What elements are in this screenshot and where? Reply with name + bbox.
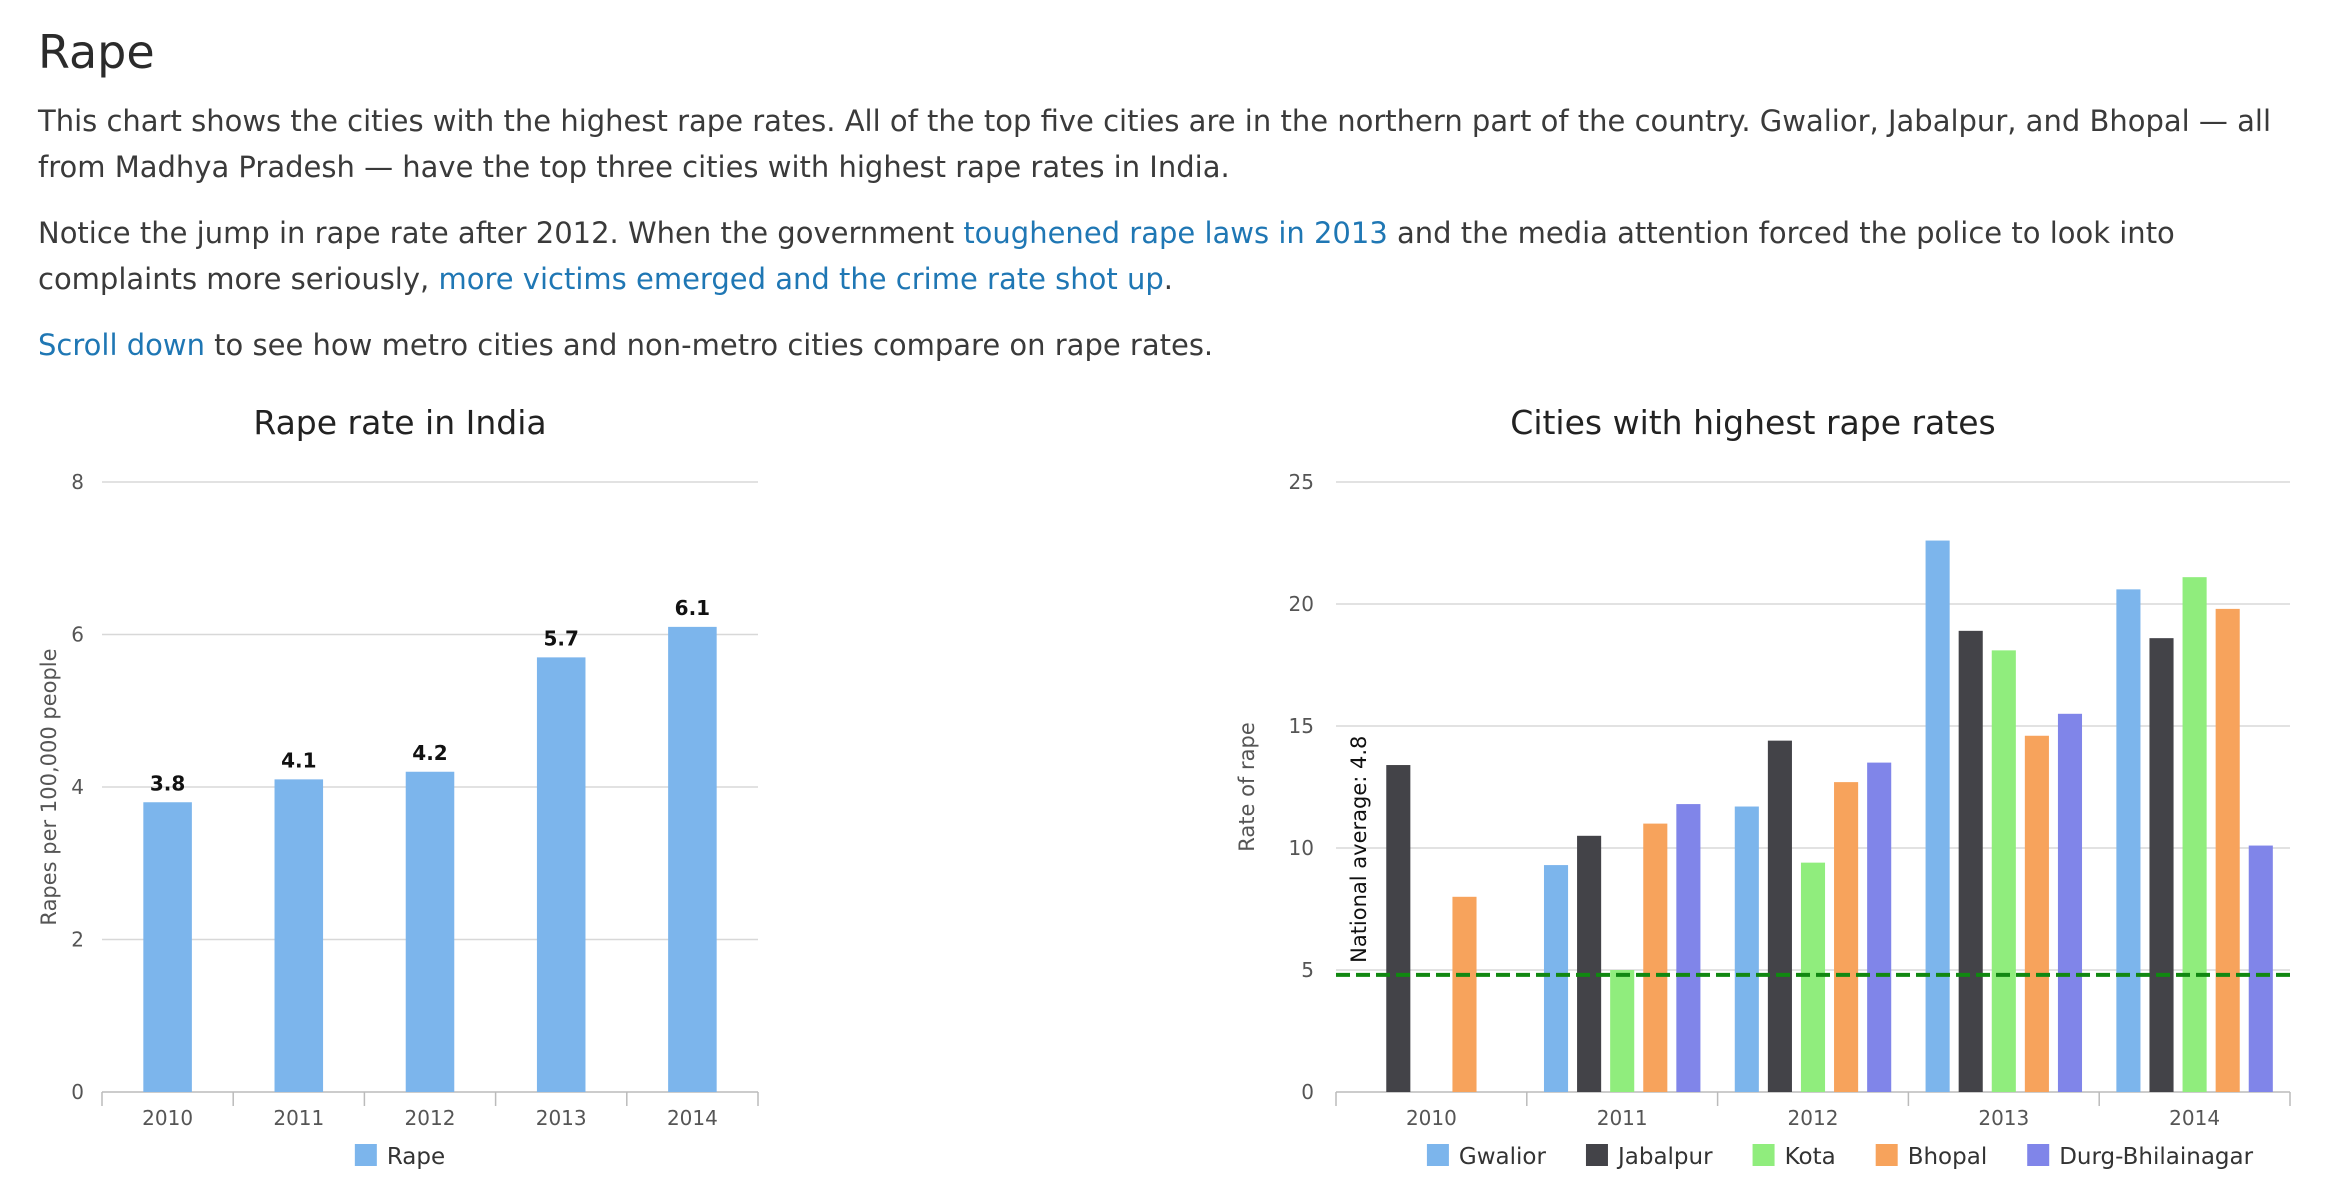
bar-durg-bhilainagar-2011 <box>1676 804 1701 1092</box>
bar-kota-2011 <box>1610 970 1635 1092</box>
bar-jabalpur-2014 <box>2149 638 2174 1092</box>
y-tick-label: 4 <box>71 775 84 799</box>
legend-label: Rape <box>387 1144 445 1170</box>
data-label: 6.1 <box>675 596 710 620</box>
legend: Rape <box>354 1144 445 1170</box>
bar-kota-2014 <box>2182 577 2207 1092</box>
cities-highest-rape-rates-chart: Cities with highest rape rates 0 5 10 15 20 25… <box>1220 395 2338 1170</box>
data-label: 4.2 <box>412 741 447 765</box>
chart-title: Cities with highest rape rates <box>1510 403 1995 442</box>
bar-jabalpur-2010 <box>1386 765 1411 1092</box>
legend: Gwalior Jabalpur Kota Bhopal Durg-Bhilainaga… <box>1426 1144 2254 1170</box>
y-tick-label: 6 <box>71 623 84 647</box>
scroll-down-link[interactable]: Scroll down <box>38 328 205 362</box>
x-tick-label: 2013 <box>536 1106 587 1130</box>
data-label: 4.1 <box>281 748 316 772</box>
legend-item[interactable]: Jabalpur <box>1585 1144 1713 1170</box>
legend-item[interactable]: Bhopal <box>1875 1144 1988 1170</box>
bar-gwalior-2011 <box>1543 865 1569 1092</box>
y-tick-label: 0 <box>71 1080 84 1104</box>
y-tick-label: 20 <box>1289 592 1314 616</box>
legend-label: Durg-Bhilainagar <box>2059 1144 2253 1170</box>
legend-label: Bhopal <box>1908 1144 1988 1170</box>
y-tick-label: 10 <box>1289 836 1314 860</box>
legend-swatch <box>1585 1144 1608 1166</box>
bar-jabalpur-2012 <box>1767 740 1792 1092</box>
x-tick-label: 2010 <box>142 1106 193 1130</box>
legend-swatch <box>2027 1144 2050 1166</box>
bar-rape-2011 <box>274 779 324 1092</box>
intro-paragraph: This chart shows the cities with the hig… <box>38 104 2272 184</box>
y-tick-label: 15 <box>1289 714 1314 738</box>
legend-label: Gwalior <box>1459 1144 1547 1170</box>
scroll-text: to see how metro cities and non-metro ci… <box>204 328 1214 362</box>
bar-durg-bhilainagar-2013 <box>2057 713 2083 1092</box>
y-tick-label: 0 <box>1301 1080 1314 1104</box>
page-heading: Rape <box>38 25 155 79</box>
legend-item[interactable]: Durg-Bhilainagar <box>2027 1144 2254 1170</box>
data-label: 5.7 <box>543 626 578 650</box>
x-tick-label: 2011 <box>273 1106 324 1130</box>
context-text-2: and the media attention forced the polic… <box>38 216 2175 296</box>
bar-bhopal-2014 <box>2215 608 2240 1092</box>
bar-bhopal-2012 <box>1834 782 1859 1092</box>
y-tick-label: 5 <box>1301 958 1314 982</box>
x-tick-label: 2012 <box>1788 1106 1839 1130</box>
legend-swatch <box>1875 1144 1898 1166</box>
bar-kota-2013 <box>1991 650 2016 1092</box>
bar-rape-2012 <box>405 771 455 1092</box>
bar-durg-bhilainagar-2012 <box>1867 762 1892 1092</box>
legend-item[interactable]: Rape <box>354 1144 445 1170</box>
bar-rape-2010 <box>143 802 192 1092</box>
y-axis-title: Rapes per 100,000 people <box>37 648 61 925</box>
rape-laws-link[interactable]: toughened rape laws in 2013 <box>963 216 1388 250</box>
x-tick-label: 2010 <box>1406 1106 1457 1130</box>
context-text-3: . <box>1163 262 1173 296</box>
context-text-1: Notice the jump in rape rate after 2012.… <box>38 216 964 250</box>
x-tick-label: 2012 <box>405 1106 456 1130</box>
chart-title: Rape rate in India <box>253 403 546 442</box>
bar-rape-2014 <box>668 626 717 1092</box>
bar-gwalior-2014 <box>2116 589 2141 1092</box>
bar-bhopal-2010 <box>1452 896 1477 1092</box>
rape-rate-india-chart: Rape rate in India 0 2 4 6 8 2010 2011 2012 2013 2… <box>37 395 1180 1170</box>
data-label: 3.8 <box>150 771 185 795</box>
bar-durg-bhilainagar-2014 <box>2248 845 2273 1092</box>
rape-rate-india-svg: Rape rate in India 0 2 4 6 8 2010 2011 2012 2013 2… <box>37 403 759 1170</box>
bar-kota-2012 <box>1800 862 1826 1092</box>
bar-gwalior-2013 <box>1925 540 1950 1092</box>
cities-rape-rates-svg: Cities with highest rape rates 0 5 10 15 20 25… <box>1235 403 2291 1170</box>
legend-label: Kota <box>1785 1144 1836 1170</box>
bar-jabalpur-2013 <box>1958 630 1983 1092</box>
bar-rape-2013 <box>536 657 586 1092</box>
x-tick-label: 2014 <box>667 1106 718 1130</box>
x-tick-label: 2014 <box>2169 1106 2220 1130</box>
scroll-paragraph: Scroll down to see how metro cities and … <box>38 322 2278 368</box>
y-axis-title: Rate of rape <box>1235 722 1259 852</box>
context-paragraph: Notice the jump in rape rate after 2012.… <box>38 210 2278 302</box>
bar-bhopal-2011 <box>1643 823 1668 1092</box>
y-tick-label: 8 <box>71 470 84 494</box>
bar-gwalior-2012 <box>1734 806 1759 1092</box>
legend-item[interactable]: Gwalior <box>1426 1144 1547 1170</box>
x-tick-label: 2011 <box>1597 1106 1648 1130</box>
legend-swatch <box>1752 1144 1775 1166</box>
bar-bhopal-2013 <box>2024 735 2049 1092</box>
y-tick-label: 25 <box>1289 470 1314 494</box>
legend-swatch <box>354 1144 377 1166</box>
x-tick-label: 2013 <box>1978 1106 2029 1130</box>
legend-item[interactable]: Kota <box>1752 1144 1836 1170</box>
legend-swatch <box>1426 1144 1449 1166</box>
y-tick-label: 2 <box>71 928 84 952</box>
national-average-label: National average: 4.8 <box>1347 736 1371 963</box>
legend-label: Jabalpur <box>1616 1144 1713 1170</box>
bar-jabalpur-2011 <box>1577 835 1602 1092</box>
victims-emerged-link[interactable]: more victims emerged and the crime rate … <box>438 262 1164 296</box>
